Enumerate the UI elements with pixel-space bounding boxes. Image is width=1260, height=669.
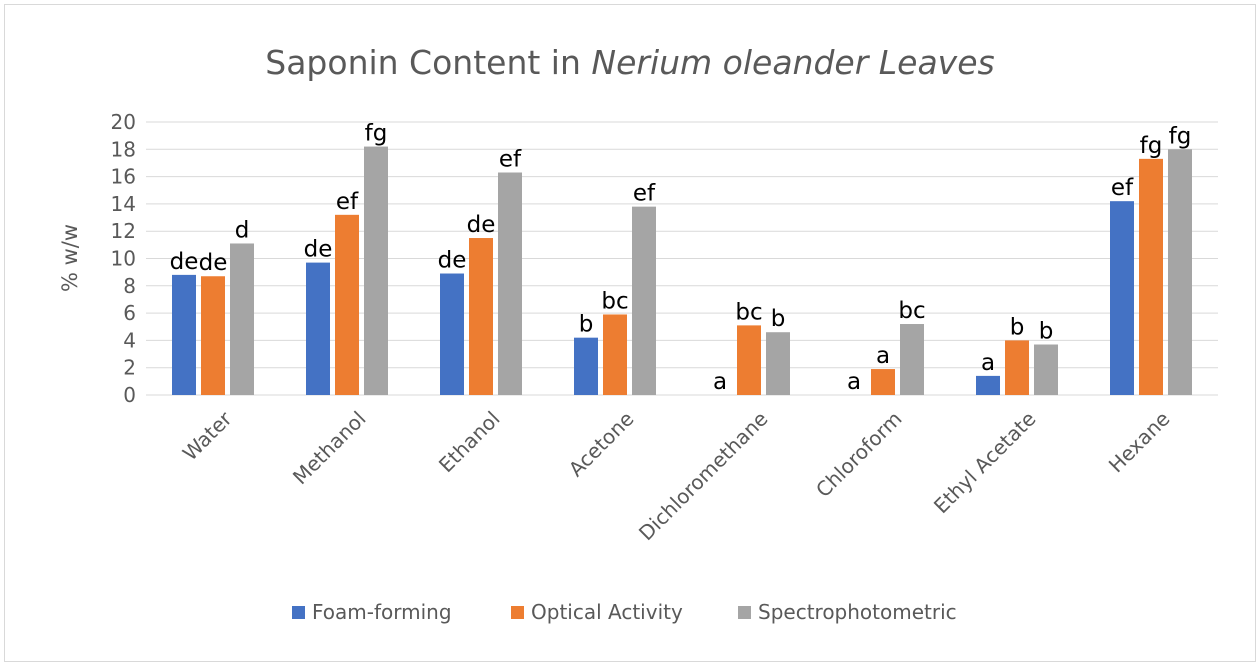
bar-spectrophotometric	[1168, 149, 1192, 395]
bar-spectrophotometric	[766, 332, 790, 395]
y-tick-label: 10	[111, 247, 136, 271]
data-label: a	[847, 369, 861, 395]
data-label: ef	[336, 189, 359, 215]
data-label: b	[579, 312, 594, 338]
legend-swatch	[738, 606, 751, 619]
bar-spectrophotometric	[900, 324, 924, 395]
bar-optical-activity	[871, 369, 895, 395]
x-tick-label: Water	[178, 406, 237, 465]
data-label: ef	[633, 181, 656, 207]
data-label: bc	[898, 298, 925, 324]
data-label: a	[713, 369, 727, 395]
data-label: de	[199, 250, 228, 276]
chart-title-regular: Saponin Content in	[265, 43, 581, 82]
y-tick-label: 14	[111, 192, 136, 216]
data-label: de	[467, 212, 496, 238]
data-label: de	[304, 237, 333, 263]
bar-foam-forming	[1110, 201, 1134, 395]
legend-swatch	[292, 606, 305, 619]
data-label: bc	[735, 299, 762, 325]
data-label: fg	[1140, 133, 1163, 159]
y-tick-label: 4	[123, 328, 136, 352]
bar-optical-activity	[335, 214, 359, 395]
chart-title: Saponin Content in Nerium oleander Leave…	[265, 43, 994, 82]
legend-swatch	[511, 606, 524, 619]
bars	[172, 146, 1192, 395]
bar-foam-forming	[976, 375, 1000, 395]
bar-foam-forming	[440, 273, 464, 395]
bar-optical-activity	[469, 238, 493, 395]
y-tick-labels: 0 2 4 6 8 10 12 14 16 18 20	[111, 110, 136, 407]
x-tick-label: Methanol	[288, 407, 371, 490]
bar-foam-forming	[574, 337, 598, 395]
y-tick-label: 8	[123, 274, 136, 298]
data-label: de	[438, 248, 467, 274]
data-label: fg	[365, 121, 388, 147]
legend: Foam-forming Optical Activity Spectrophoto…	[292, 600, 957, 624]
bar-optical-activity	[201, 276, 225, 395]
data-label: bc	[601, 288, 628, 314]
y-tick-label: 20	[111, 110, 136, 134]
bar-spectrophotometric	[364, 146, 388, 395]
x-tick-label: Acetone	[564, 407, 639, 482]
y-tick-label: 2	[123, 356, 136, 380]
data-label: a	[981, 350, 995, 376]
data-label: b	[771, 306, 786, 332]
y-tick-label: 16	[111, 165, 136, 189]
bar-foam-forming	[306, 262, 330, 395]
x-tick-labels: Water Methanol Ethanol AcetoneDichlorometha…	[178, 406, 1175, 545]
y-tick-label: 12	[111, 219, 136, 243]
data-label: ef	[1111, 175, 1134, 201]
bar-spectrophotometric	[230, 243, 254, 395]
y-tick-label: 6	[123, 301, 136, 325]
y-axis-label: % w/w	[58, 224, 82, 292]
chart-title-italic: Nerium oleander Leaves	[591, 43, 994, 82]
y-tick-label: 0	[123, 383, 136, 407]
bar-optical-activity	[1005, 340, 1029, 395]
data-label: b	[1010, 314, 1025, 340]
x-tick-label: Ethanol	[434, 407, 505, 478]
x-tick-label: Hexane	[1104, 407, 1175, 478]
bar-spectrophotometric	[632, 206, 656, 395]
bar-optical-activity	[603, 314, 627, 395]
legend-label: Spectrophotometric	[758, 600, 957, 624]
data-label: fg	[1169, 123, 1192, 149]
data-label: d	[235, 217, 250, 243]
y-tick-label: 18	[111, 137, 136, 161]
x-tick-label: Ethyl Acetate	[929, 407, 1041, 519]
data-label: b	[1039, 318, 1054, 344]
bar-spectrophotometric	[1034, 344, 1058, 395]
data-label: a	[876, 343, 890, 369]
bar-optical-activity	[1139, 158, 1163, 395]
legend-label: Optical Activity	[531, 600, 683, 624]
data-label: de	[170, 249, 199, 275]
bar-foam-forming	[172, 274, 196, 395]
legend-label: Foam-forming	[312, 600, 452, 624]
x-tick-label: Chloroform	[811, 407, 907, 503]
x-tick-label: Dichloromethane	[634, 407, 773, 546]
bar-spectrophotometric	[498, 172, 522, 395]
bar-optical-activity	[737, 325, 761, 395]
data-label: ef	[499, 147, 522, 173]
